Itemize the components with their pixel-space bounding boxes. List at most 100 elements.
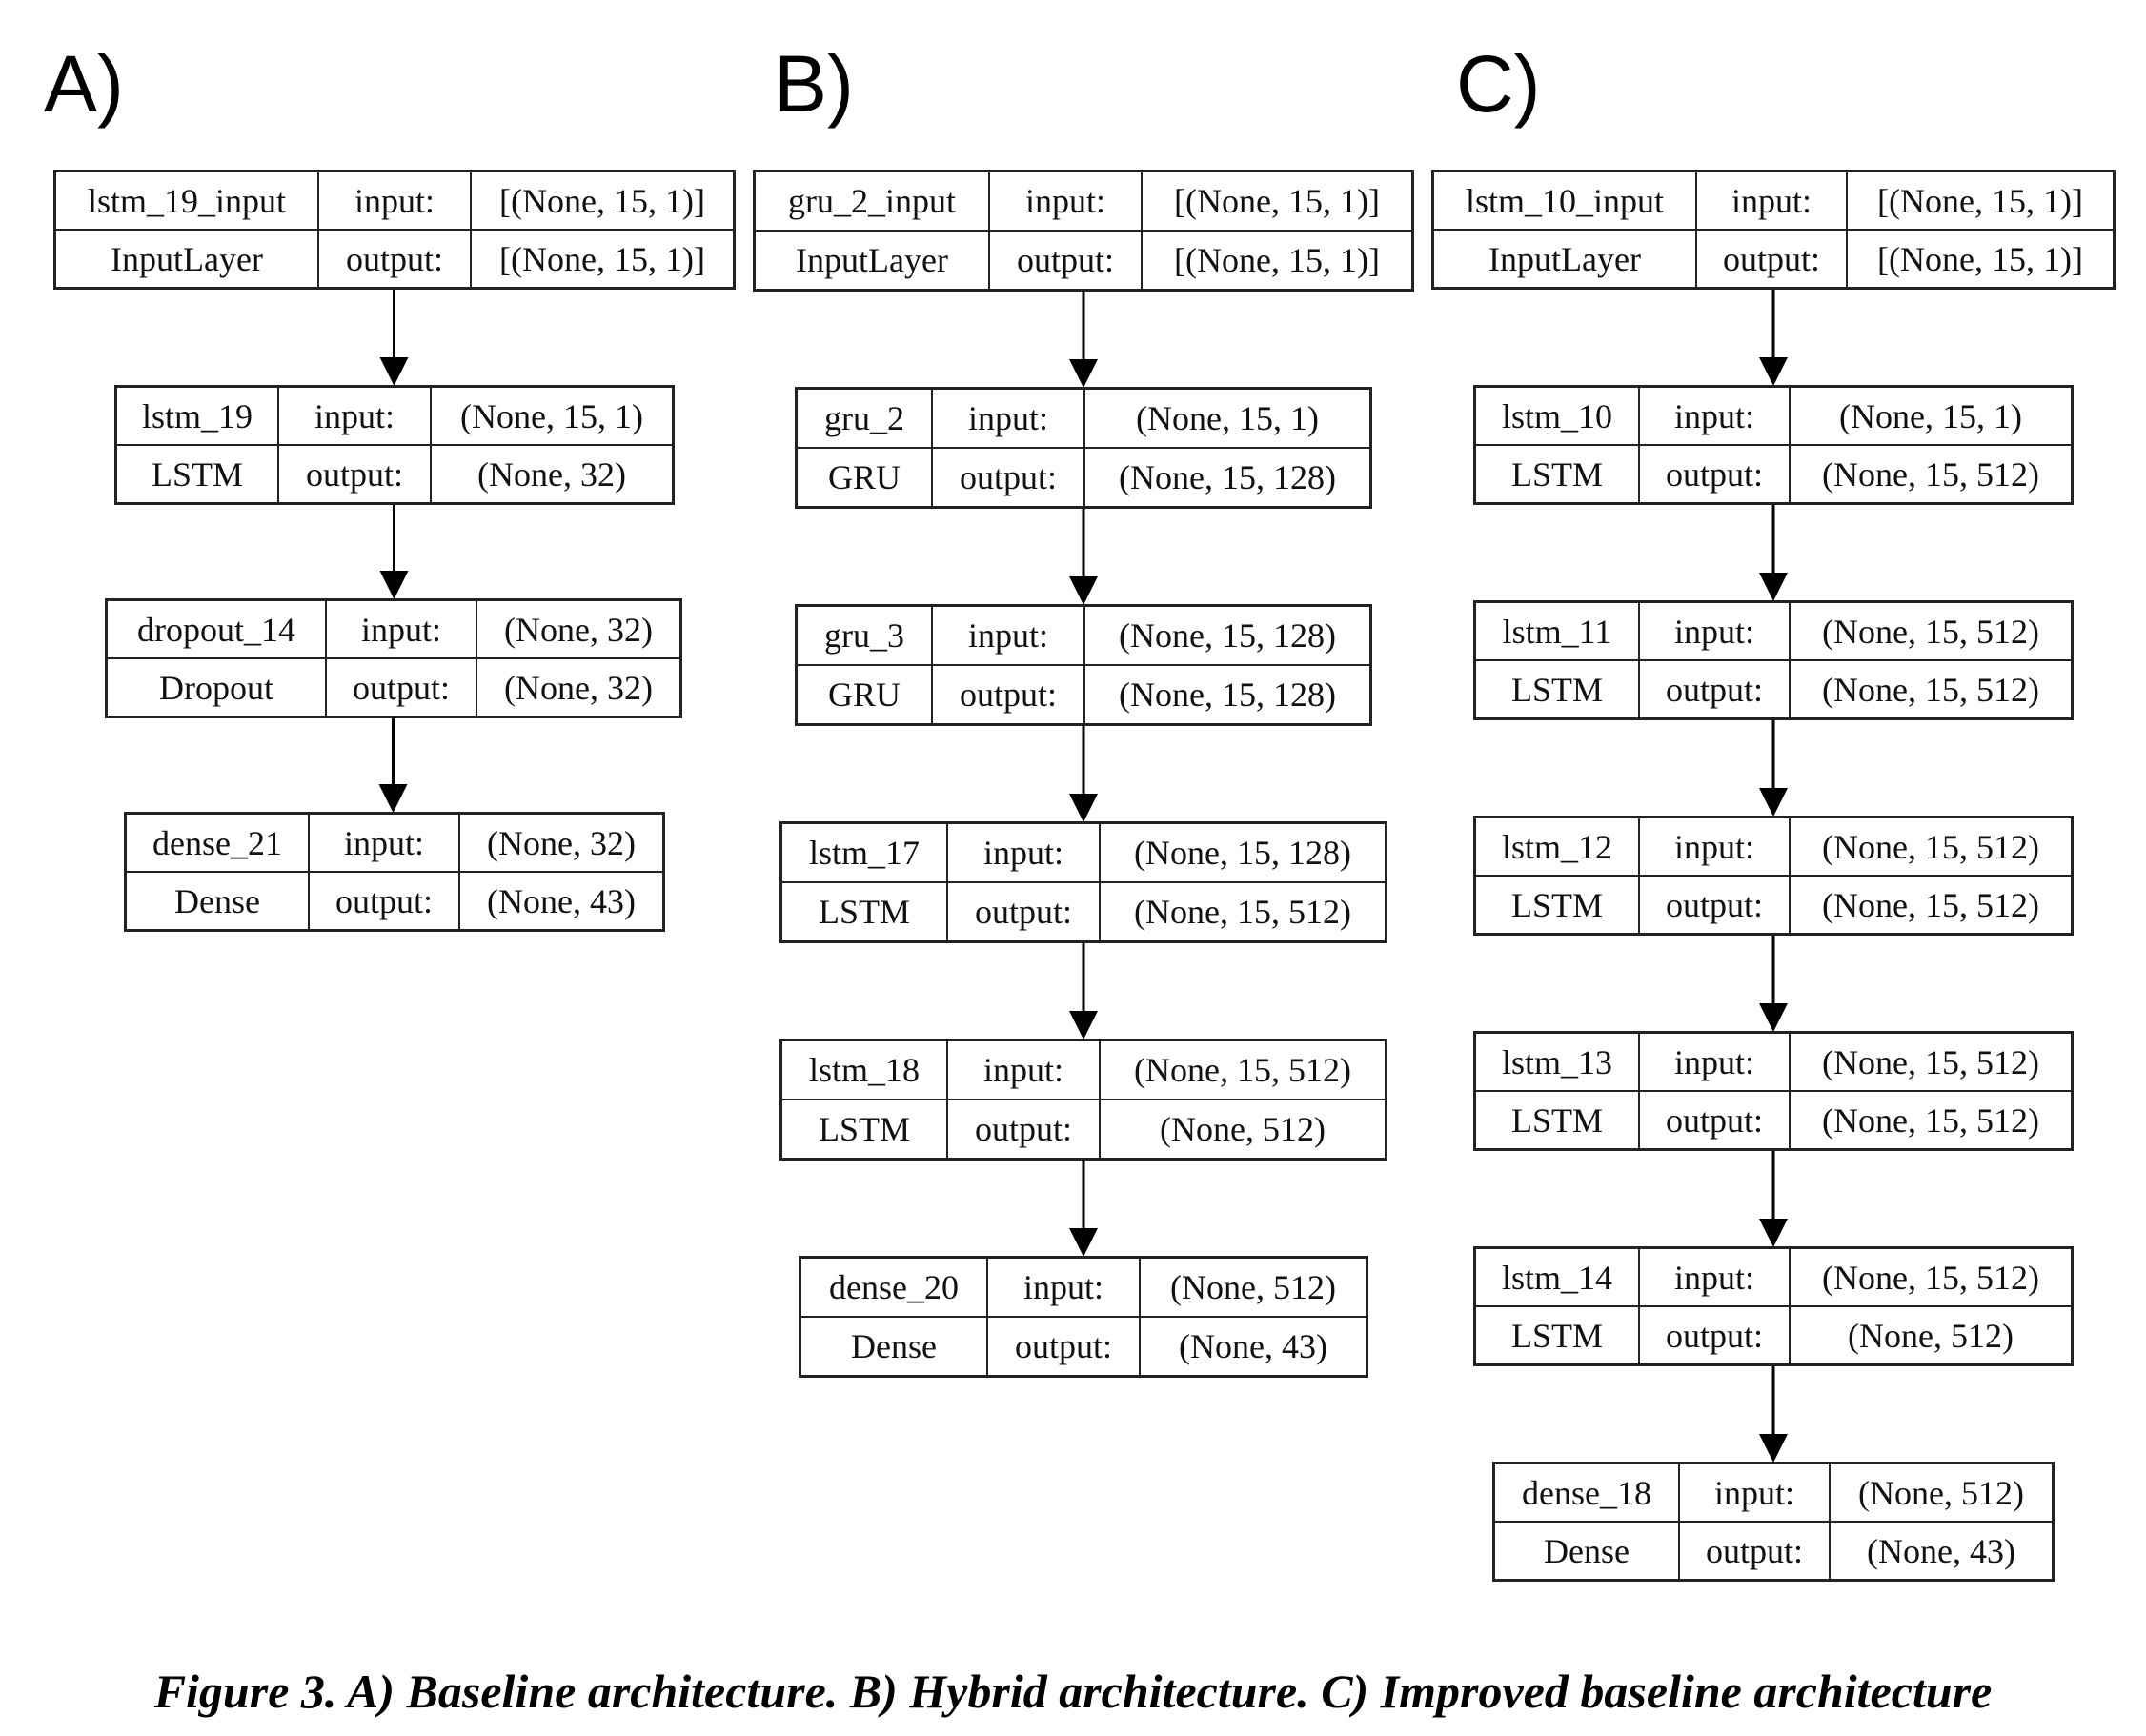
layer-name: dense_20 (801, 1259, 988, 1318)
layer-name: lstm_17 (782, 824, 948, 883)
layer-name: dropout_14 (108, 601, 327, 659)
output-label: output: (933, 449, 1085, 506)
layer-name: lstm_19_input (56, 172, 319, 231)
output-shape: (None, 32) (504, 668, 653, 707)
output-label: output: (327, 659, 477, 716)
layer-type: LSTM (1476, 877, 1640, 933)
output-label: output: (319, 231, 472, 287)
output-shape: (None, 43) (1179, 1327, 1327, 1365)
input-label: input: (1640, 1249, 1791, 1307)
input-label: input: (1640, 1034, 1791, 1092)
layer-type: Dense (127, 873, 310, 929)
layer-name: lstm_11 (1476, 603, 1640, 661)
layer-box-lstm-12: lstm_12 input: (None, 15, 512) LSTM outp… (1473, 816, 2074, 936)
input-shape: (None, 15, 1) (1791, 388, 2071, 446)
layer-type: Dense (1495, 1523, 1680, 1579)
output-label: output: (1697, 231, 1848, 287)
input-label: input: (990, 172, 1143, 232)
layer-type: LSTM (1476, 1307, 1640, 1363)
output-shape: (None, 15, 512) (1822, 885, 2039, 924)
layer-box-dense-20: dense_20 input: (None, 512) Dense output… (799, 1256, 1368, 1378)
output-shape: (None, 15, 512) (1822, 670, 2039, 709)
layer-box-lstm-19: lstm_19 input: (None, 15, 1) LSTM output… (114, 385, 675, 505)
input-label: input: (310, 815, 460, 873)
layer-box-dense-18: dense_18 input: (None, 512) Dense output… (1492, 1462, 2055, 1582)
output-label: output: (1640, 446, 1791, 502)
layer-name: lstm_10_input (1434, 172, 1697, 231)
output-label: output: (948, 883, 1101, 940)
layer-type: LSTM (117, 446, 279, 502)
layer-type: GRU (798, 449, 933, 506)
output-shape: (None, 15, 512) (1822, 1100, 2039, 1140)
output-label: output: (1640, 877, 1791, 933)
layer-type: InputLayer (1434, 231, 1697, 287)
output-shape: (None, 43) (1867, 1531, 2015, 1570)
input-label: input: (279, 388, 432, 446)
input-shape: (None, 512) (1831, 1464, 2052, 1523)
output-label: output: (310, 873, 460, 929)
input-shape: [(None, 15, 1)] (1848, 172, 2113, 231)
layer-name: lstm_13 (1476, 1034, 1640, 1092)
layer-box-lstm-17: lstm_17 input: (None, 15, 128) LSTM outp… (779, 821, 1387, 943)
input-label: input: (933, 390, 1085, 449)
layer-type: InputLayer (56, 231, 319, 287)
input-label: input: (327, 601, 477, 659)
input-shape: (None, 15, 512) (1791, 1249, 2071, 1307)
layer-type: LSTM (782, 883, 948, 940)
layer-box-dropout-14: dropout_14 input: (None, 32) Dropout out… (105, 598, 682, 718)
layer-box-lstm-18: lstm_18 input: (None, 15, 512) LSTM outp… (779, 1039, 1387, 1161)
layer-name: lstm_14 (1476, 1249, 1640, 1307)
layer-box-dense-21: dense_21 input: (None, 32) Dense output:… (124, 812, 665, 932)
input-shape: (None, 15, 128) (1085, 607, 1369, 666)
output-shape: (None, 15, 512) (1822, 454, 2039, 494)
input-shape: (None, 15, 512) (1101, 1041, 1385, 1100)
layer-name: lstm_10 (1476, 388, 1640, 446)
layer-type: Dropout (108, 659, 327, 716)
output-shape: [(None, 15, 1)] (499, 239, 705, 278)
layer-name: lstm_18 (782, 1041, 948, 1100)
output-shape: (None, 15, 128) (1119, 458, 1336, 496)
input-shape: (None, 15, 1) (432, 388, 672, 446)
panel-label-b: B) (774, 39, 854, 129)
output-label: output: (1640, 661, 1791, 717)
output-label: output: (1680, 1523, 1831, 1579)
input-shape: (None, 15, 1) (1085, 390, 1369, 449)
layer-box-lstm-19-input: lstm_19_input input: [(None, 15, 1)] Inp… (53, 170, 736, 290)
layer-box-gru-2: gru_2 input: (None, 15, 1) GRU output: (… (795, 387, 1372, 509)
layer-type: LSTM (782, 1100, 948, 1158)
figure-caption: Figure 3. A) Baseline architecture. B) H… (153, 1665, 1993, 1718)
input-label: input: (988, 1259, 1141, 1318)
output-label: output: (948, 1100, 1101, 1158)
layer-box-lstm-10-input: lstm_10_input input: [(None, 15, 1)] Inp… (1431, 170, 2116, 290)
output-shape: (None, 15, 512) (1134, 893, 1351, 931)
output-shape: (None, 32) (477, 454, 626, 494)
input-label: input: (948, 824, 1101, 883)
input-shape: (None, 32) (477, 601, 679, 659)
layer-box-lstm-11: lstm_11 input: (None, 15, 512) LSTM outp… (1473, 600, 2074, 720)
layer-type: LSTM (1476, 661, 1640, 717)
output-shape: (None, 512) (1848, 1316, 2014, 1355)
layer-name: gru_2 (798, 390, 933, 449)
output-label: output: (1640, 1092, 1791, 1148)
output-label: output: (988, 1318, 1141, 1375)
input-label: input: (1640, 603, 1791, 661)
output-shape: [(None, 15, 1)] (1877, 239, 2083, 278)
input-label: input: (1640, 818, 1791, 877)
output-label: output: (279, 446, 432, 502)
input-label: input: (319, 172, 472, 231)
input-shape: (None, 15, 128) (1101, 824, 1385, 883)
input-shape: (None, 15, 512) (1791, 603, 2071, 661)
layer-name: lstm_19 (117, 388, 279, 446)
layer-name: lstm_12 (1476, 818, 1640, 877)
layer-name: dense_18 (1495, 1464, 1680, 1523)
input-shape: (None, 32) (460, 815, 662, 873)
layer-name: dense_21 (127, 815, 310, 873)
layer-name: gru_3 (798, 607, 933, 666)
layer-type: Dense (801, 1318, 988, 1375)
panel-label-a: A) (44, 39, 124, 129)
output-label: output: (1640, 1307, 1791, 1363)
input-shape: (None, 15, 512) (1791, 1034, 2071, 1092)
panel-label-c: C) (1456, 39, 1541, 129)
layer-name: gru_2_input (756, 172, 990, 232)
